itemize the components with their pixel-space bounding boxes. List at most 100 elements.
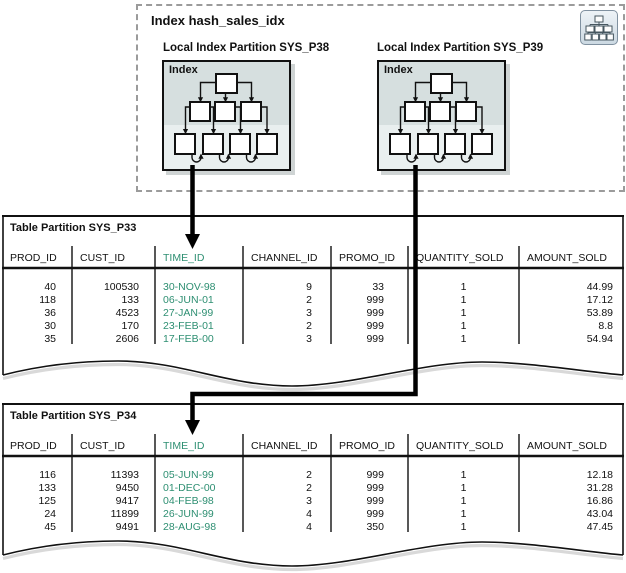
table-cell: 9 bbox=[306, 281, 312, 293]
table-cell: 999 bbox=[366, 495, 384, 507]
column-header-prod_id: PROD_ID bbox=[10, 252, 57, 264]
table-body: 116 11393 05-JUN-99 2 999 1 12.18 133 9450 01-DEC… bbox=[2, 469, 624, 534]
index-partition-box-sys-p39: Index bbox=[377, 60, 506, 171]
table-cell: 4523 bbox=[115, 307, 139, 319]
table-cell: 2 bbox=[306, 320, 312, 332]
table-cell: 1 bbox=[460, 281, 467, 293]
table-partition-sys-p33: Table Partition SYS_P33 PROD_ID CUST_ID TI… bbox=[2, 215, 624, 410]
table-cell: 33 bbox=[372, 281, 384, 293]
index-box-label: Index bbox=[169, 64, 198, 76]
table-partition-sys-p34: Table Partition SYS_P34 PROD_ID CUST_ID TI… bbox=[2, 403, 624, 573]
table-cell: 118 bbox=[39, 294, 56, 306]
table-cell: 999 bbox=[366, 333, 384, 345]
table-cell: 05-JUN-99 bbox=[163, 469, 214, 481]
hierarchy-icon bbox=[580, 10, 618, 45]
index-partition-label-sys-p39: Local Index Partition SYS_P39 bbox=[377, 42, 544, 54]
table-cell: 133 bbox=[121, 294, 139, 306]
table-cell: 1 bbox=[460, 495, 467, 507]
table-cell: 45 bbox=[44, 521, 56, 533]
table-cell: 17-FEB-00 bbox=[163, 333, 214, 345]
table-cell: 100530 bbox=[103, 281, 139, 293]
table-cell: 28-AUG-98 bbox=[163, 521, 217, 533]
table-cell: 1 bbox=[460, 482, 467, 494]
table-cell: 17.12 bbox=[586, 294, 613, 306]
table-cell: 2606 bbox=[115, 333, 139, 345]
table-cell: 30 bbox=[44, 320, 56, 332]
btree-diagram bbox=[164, 73, 289, 169]
table-cell: 9491 bbox=[115, 521, 139, 533]
table-cell: 1 bbox=[460, 508, 467, 520]
table-cell: 3 bbox=[306, 307, 312, 319]
index-box-label: Index bbox=[384, 64, 413, 76]
column-header-channel_id: CHANNEL_ID bbox=[251, 440, 318, 452]
table-cell: 04-FEB-98 bbox=[163, 495, 214, 507]
column-header-cust_id: CUST_ID bbox=[80, 440, 125, 452]
table-cell: 1 bbox=[460, 521, 467, 533]
column-header-promo_id: PROMO_ID bbox=[339, 440, 396, 452]
table-title: Table Partition SYS_P33 bbox=[10, 222, 137, 234]
table-cell: 12.18 bbox=[586, 469, 613, 481]
table-cell: 2 bbox=[306, 469, 312, 481]
table-title: Table Partition SYS_P34 bbox=[10, 410, 137, 422]
table-cell: 116 bbox=[39, 469, 56, 481]
table-cell: 999 bbox=[366, 482, 384, 494]
table-body: 40 100530 30-NOV-98 9 33 1 44.99 118 133 06-JUN-0… bbox=[2, 281, 624, 346]
table-cell: 4 bbox=[306, 508, 312, 520]
table-cell: 1 bbox=[460, 333, 467, 345]
table-cell: 47.45 bbox=[586, 521, 613, 533]
table-cell: 999 bbox=[366, 508, 384, 520]
table-cell: 170 bbox=[121, 320, 139, 332]
table-cell: 1 bbox=[460, 307, 467, 319]
table-cell: 133 bbox=[38, 482, 56, 494]
table-cell: 16.86 bbox=[586, 495, 613, 507]
table-cell: 999 bbox=[366, 469, 384, 481]
table-cell: 3 bbox=[306, 495, 312, 507]
table-cell: 1 bbox=[460, 320, 467, 332]
index-title: Index hash_sales_idx bbox=[151, 13, 285, 28]
table-cell: 2 bbox=[306, 482, 312, 494]
table-cell: 44.99 bbox=[586, 281, 613, 293]
table-cell: 125 bbox=[38, 495, 56, 507]
table-cell: 9450 bbox=[115, 482, 139, 494]
column-header-quantity_sold: QUANTITY_SOLD bbox=[416, 440, 504, 452]
table-cell: 26-JUN-99 bbox=[163, 508, 214, 520]
table-cell: 06-JUN-01 bbox=[163, 294, 214, 306]
table-cell: 999 bbox=[366, 320, 384, 332]
column-header-quantity_sold: QUANTITY_SOLD bbox=[416, 252, 504, 264]
table-cell: 43.04 bbox=[586, 508, 613, 520]
table-cell: 999 bbox=[366, 294, 384, 306]
table-cell: 9417 bbox=[115, 495, 139, 507]
table-cell: 31.28 bbox=[586, 482, 613, 494]
table-cell: 350 bbox=[366, 521, 384, 533]
column-header-cust_id: CUST_ID bbox=[80, 252, 125, 264]
table-cell: 30-NOV-98 bbox=[163, 281, 216, 293]
hierarchy-icon-glyph bbox=[584, 15, 614, 40]
table-cell: 24 bbox=[44, 508, 56, 520]
btree-diagram bbox=[379, 73, 504, 169]
column-header-time_id: TIME_ID bbox=[163, 440, 205, 452]
table-cell: 23-FEB-01 bbox=[163, 320, 214, 332]
table-cell: 2 bbox=[306, 294, 312, 306]
table-cell: 01-DEC-00 bbox=[163, 482, 216, 494]
table-cell: 11899 bbox=[110, 508, 139, 520]
table-header-row: PROD_ID CUST_ID TIME_ID CHANNEL_ID PROMO_ID Q… bbox=[2, 436, 624, 455]
table-cell: 35 bbox=[44, 333, 56, 345]
table-cell: 4 bbox=[306, 521, 312, 533]
table-cell: 40 bbox=[44, 281, 56, 293]
column-header-amount_sold: AMOUNT_SOLD bbox=[527, 440, 607, 452]
table-cell: 36 bbox=[44, 307, 56, 319]
table-frame bbox=[2, 403, 624, 572]
table-cell: 999 bbox=[366, 307, 384, 319]
table-header-row: PROD_ID CUST_ID TIME_ID CHANNEL_ID PROMO_ID Q… bbox=[2, 248, 624, 267]
table-cell: 54.94 bbox=[586, 333, 613, 345]
column-header-promo_id: PROMO_ID bbox=[339, 252, 396, 264]
table-cell: 8.8 bbox=[598, 320, 613, 332]
table-cell: 11393 bbox=[110, 469, 139, 481]
table-cell: 27-JAN-99 bbox=[163, 307, 214, 319]
column-header-prod_id: PROD_ID bbox=[10, 440, 57, 452]
table-cell: 1 bbox=[460, 294, 467, 306]
index-partition-box-sys-p38: Index bbox=[162, 60, 291, 171]
index-partition-label-sys-p38: Local Index Partition SYS_P38 bbox=[163, 42, 330, 54]
column-header-amount_sold: AMOUNT_SOLD bbox=[527, 252, 607, 264]
